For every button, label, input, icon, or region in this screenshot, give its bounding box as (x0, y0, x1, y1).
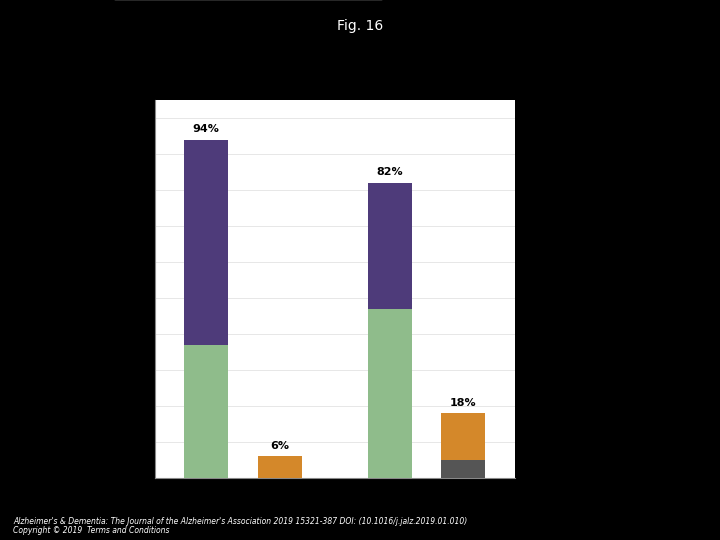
Text: Alzheimer's & Dementia: The Journal of the Alzheimer's Association 2019 15321-38: Alzheimer's & Dementia: The Journal of t… (13, 517, 467, 526)
Bar (441, 460, 485, 478)
Bar (184, 345, 228, 478)
Bar (441, 413, 485, 460)
Bar (368, 183, 412, 309)
Text: 94%: 94% (193, 124, 220, 134)
Bar (258, 456, 302, 478)
Text: Fig. 16: Fig. 16 (337, 19, 383, 33)
Bar (368, 309, 412, 478)
Text: Percentage: Percentage (61, 293, 124, 303)
Text: Seniors: Seniors (402, 62, 451, 75)
Text: 6%: 6% (270, 441, 289, 451)
Text: 18%: 18% (450, 397, 477, 408)
Text: Copyright © 2019  Terms and Conditions: Copyright © 2019 Terms and Conditions (13, 525, 169, 535)
Bar (184, 139, 228, 345)
Text: Primary Care
Physicians: Primary Care Physicians (199, 46, 287, 75)
Text: 82%: 82% (377, 167, 403, 177)
